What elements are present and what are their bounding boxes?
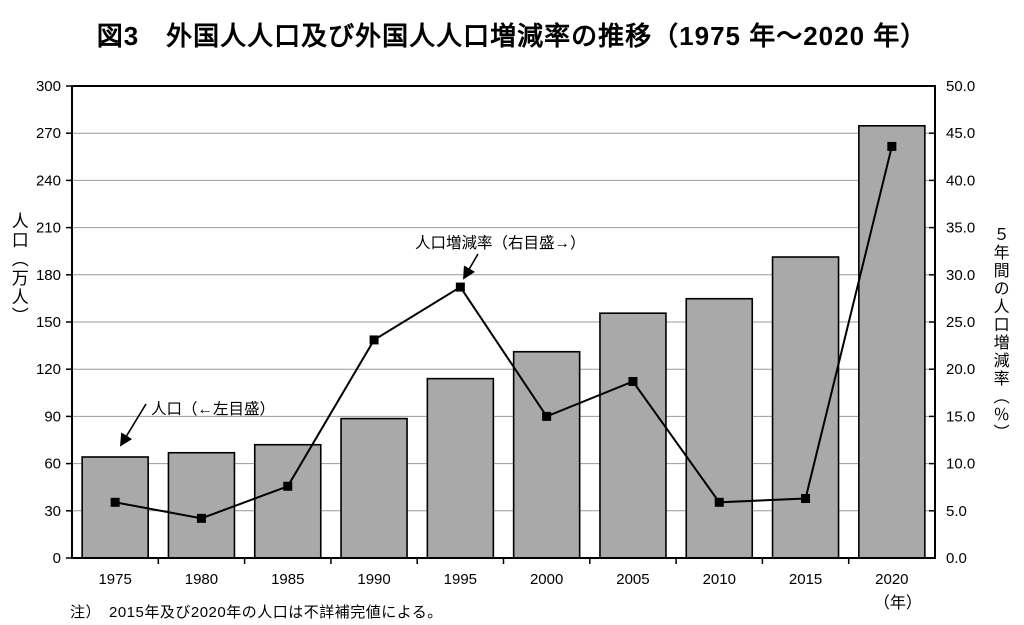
x-axis-label-1985: 1985 xyxy=(271,571,304,588)
right-axis-tick-label: 50.0 xyxy=(946,78,975,95)
chart-plot-area: 0 30 60 90 120 150 180 210 240 270 300 0.0 5.0 10.0 15… xyxy=(36,78,975,612)
x-axis-label-2010: 2010 xyxy=(703,571,736,588)
left-axis-tick-label: 180 xyxy=(36,267,61,284)
left-axis-tick-label: 240 xyxy=(36,172,61,189)
x-axis-label-1980: 1980 xyxy=(185,571,218,588)
left-axis-title: 人口（万人） xyxy=(8,212,28,326)
marker-1980 xyxy=(196,513,206,523)
marker-2020 xyxy=(887,141,897,151)
right-axis-tick-label: 10.0 xyxy=(946,456,975,473)
left-axis-tick-label: 60 xyxy=(44,456,61,473)
marker-2000 xyxy=(542,411,552,421)
marker-1995 xyxy=(455,282,465,292)
right-axis-tick-label: 35.0 xyxy=(946,220,975,237)
marker-1990 xyxy=(369,335,379,345)
bar-2020 xyxy=(858,125,926,559)
left-axis-tick-label: 270 xyxy=(36,125,61,142)
x-axis-label-2005: 2005 xyxy=(616,571,649,588)
annotation-arrow-2 xyxy=(463,253,479,280)
right-axis-tick-label: 25.0 xyxy=(946,314,975,331)
bar-1985 xyxy=(253,443,322,559)
left-axis-tick-label: 30 xyxy=(44,503,61,520)
marker-2005 xyxy=(628,376,638,386)
right-axis-tick-label: 45.0 xyxy=(946,125,975,142)
x-axis-label-2015: 2015 xyxy=(789,571,822,588)
left-axis-tick-label: 150 xyxy=(36,314,61,331)
marker-1975 xyxy=(110,497,120,507)
footnote: 注） 2015年及び2020年の人口は不詳補完値による。 xyxy=(70,604,443,621)
bar-2005 xyxy=(599,312,667,559)
bar-2010 xyxy=(685,297,754,559)
marker-1985 xyxy=(283,481,293,491)
x-axis-label-1990: 1990 xyxy=(357,571,390,588)
chart-title: 図3 外国人人口及び外国人人口増減率の推移（1975 年～2020 年） xyxy=(96,21,928,51)
left-axis-tick-label: 210 xyxy=(36,220,61,237)
right-axis-tick-label: 30.0 xyxy=(946,267,975,284)
right-axis-tick-label: 40.0 xyxy=(946,172,975,189)
x-axis-label-1995: 1995 xyxy=(444,571,477,588)
rate-line xyxy=(114,146,893,520)
right-axis-tick-label: 20.0 xyxy=(946,361,975,378)
right-axis-title: ５年間の人口増減率（％） xyxy=(990,226,1008,442)
x-axis-label-1975: 1975 xyxy=(98,571,131,588)
bar-1990 xyxy=(340,417,408,559)
x-axis-label-2000: 2000 xyxy=(530,571,563,588)
annotation-text-1: 人口（←左目盛） xyxy=(151,400,275,418)
right-axis-tick-label: 5.0 xyxy=(946,503,967,520)
left-axis-tick-label: 0 xyxy=(53,550,61,567)
bar-1980 xyxy=(167,451,236,559)
x-axis-unit-label: （年） xyxy=(874,594,922,612)
marker-2010 xyxy=(714,497,724,507)
right-axis-tick-label: 15.0 xyxy=(946,408,975,425)
left-axis-tick-label: 90 xyxy=(44,408,61,425)
annotation-text-2: 人口増減率（右目盛→） xyxy=(415,234,586,252)
left-axis-tick-label: 300 xyxy=(36,78,61,95)
bar-2000 xyxy=(512,350,581,559)
marker-2015 xyxy=(801,494,811,504)
left-axis-tick-label: 120 xyxy=(36,361,61,378)
x-axis-label-2020: 2020 xyxy=(875,571,908,588)
bar-1995 xyxy=(426,377,495,559)
right-axis-tick-label: 0.0 xyxy=(946,550,967,567)
bar-1975 xyxy=(81,456,149,559)
annotation-arrow-1 xyxy=(120,403,147,447)
